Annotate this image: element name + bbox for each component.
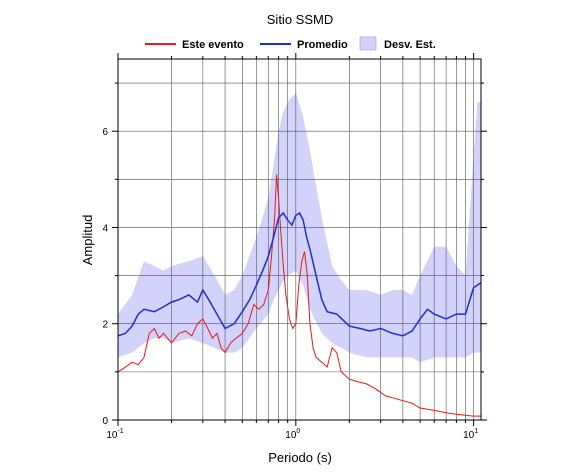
legend-swatch-desv-est <box>359 36 377 51</box>
y-axis-label: Amplitud <box>80 215 95 266</box>
x-tick-base: 10 <box>463 430 475 441</box>
plot-area <box>117 58 482 421</box>
y-tick-label: 0 <box>102 416 108 427</box>
x-axis-label: Periodo (s) <box>268 450 332 465</box>
y-tick-label: 6 <box>102 127 108 138</box>
series-line-promedio <box>117 211 482 337</box>
legend-label-este-evento: Este evento <box>182 39 244 51</box>
legend-label-desv-est: Desv. Est. <box>384 39 436 51</box>
plot-frame <box>117 58 482 421</box>
x-tick-label: 101 <box>463 428 478 441</box>
y-tick-label: 4 <box>102 223 108 234</box>
series-line-este-evento <box>117 174 481 417</box>
x-tick-label: 100 <box>285 428 300 441</box>
chart-title: Sitio SSMD <box>267 12 333 27</box>
x-tick-base: 10 <box>106 430 118 441</box>
y-tick-label: 2 <box>102 320 108 331</box>
x-tick-exponent: 0 <box>296 428 300 435</box>
x-tick-label: 10-1 <box>106 428 123 441</box>
x-tick-exponent: -1 <box>117 428 123 435</box>
x-tick-exponent: 1 <box>474 428 478 435</box>
x-tick-base: 10 <box>285 430 297 441</box>
legend-label-promedio: Promedio <box>297 39 348 51</box>
legend: Este evento Promedio Desv. Est. <box>145 36 436 51</box>
